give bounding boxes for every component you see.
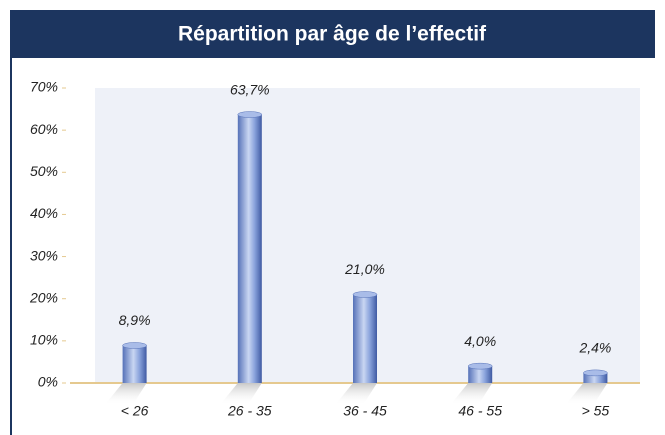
bar-shadow [565,383,608,405]
bar-top [122,342,147,349]
bar-top [237,111,263,118]
value-label: 8,9% [119,312,151,328]
bar-shadow [335,383,377,405]
bar [122,345,147,383]
bar-shadow [450,383,493,405]
bar [583,372,608,383]
x-tick-label: 26 - 35 [227,403,272,419]
y-tick-label: 0% [38,374,58,390]
y-tick-label: 40% [30,205,58,221]
y-tick-label: 30% [30,247,58,263]
y-tick-label: 20% [29,289,58,305]
chart-title: Répartition par âge de l’effectif [178,23,487,46]
bar-shadow [104,383,147,405]
y-tick-label: 60% [30,121,58,137]
x-tick-label: 36 - 45 [343,403,387,419]
header [10,10,655,58]
bar-top [583,369,608,377]
bar-top [352,291,378,298]
y-tick-label: 70% [30,79,58,95]
x-tick-label: > 55 [582,403,610,419]
y-tick-label: 10% [30,332,58,348]
bar [468,366,493,383]
bar [353,294,377,383]
value-label: 2,4% [578,340,611,356]
value-label: 4,0% [464,333,496,349]
x-tick-label: < 26 [121,403,149,419]
bar [237,114,262,384]
bar-shadow [219,383,262,405]
bar-top [467,362,493,370]
value-label: 21,0% [344,261,385,277]
value-label: 63,7% [230,81,270,97]
x-tick-label: 46 - 55 [458,403,502,419]
y-tick-label: 50% [30,163,58,179]
